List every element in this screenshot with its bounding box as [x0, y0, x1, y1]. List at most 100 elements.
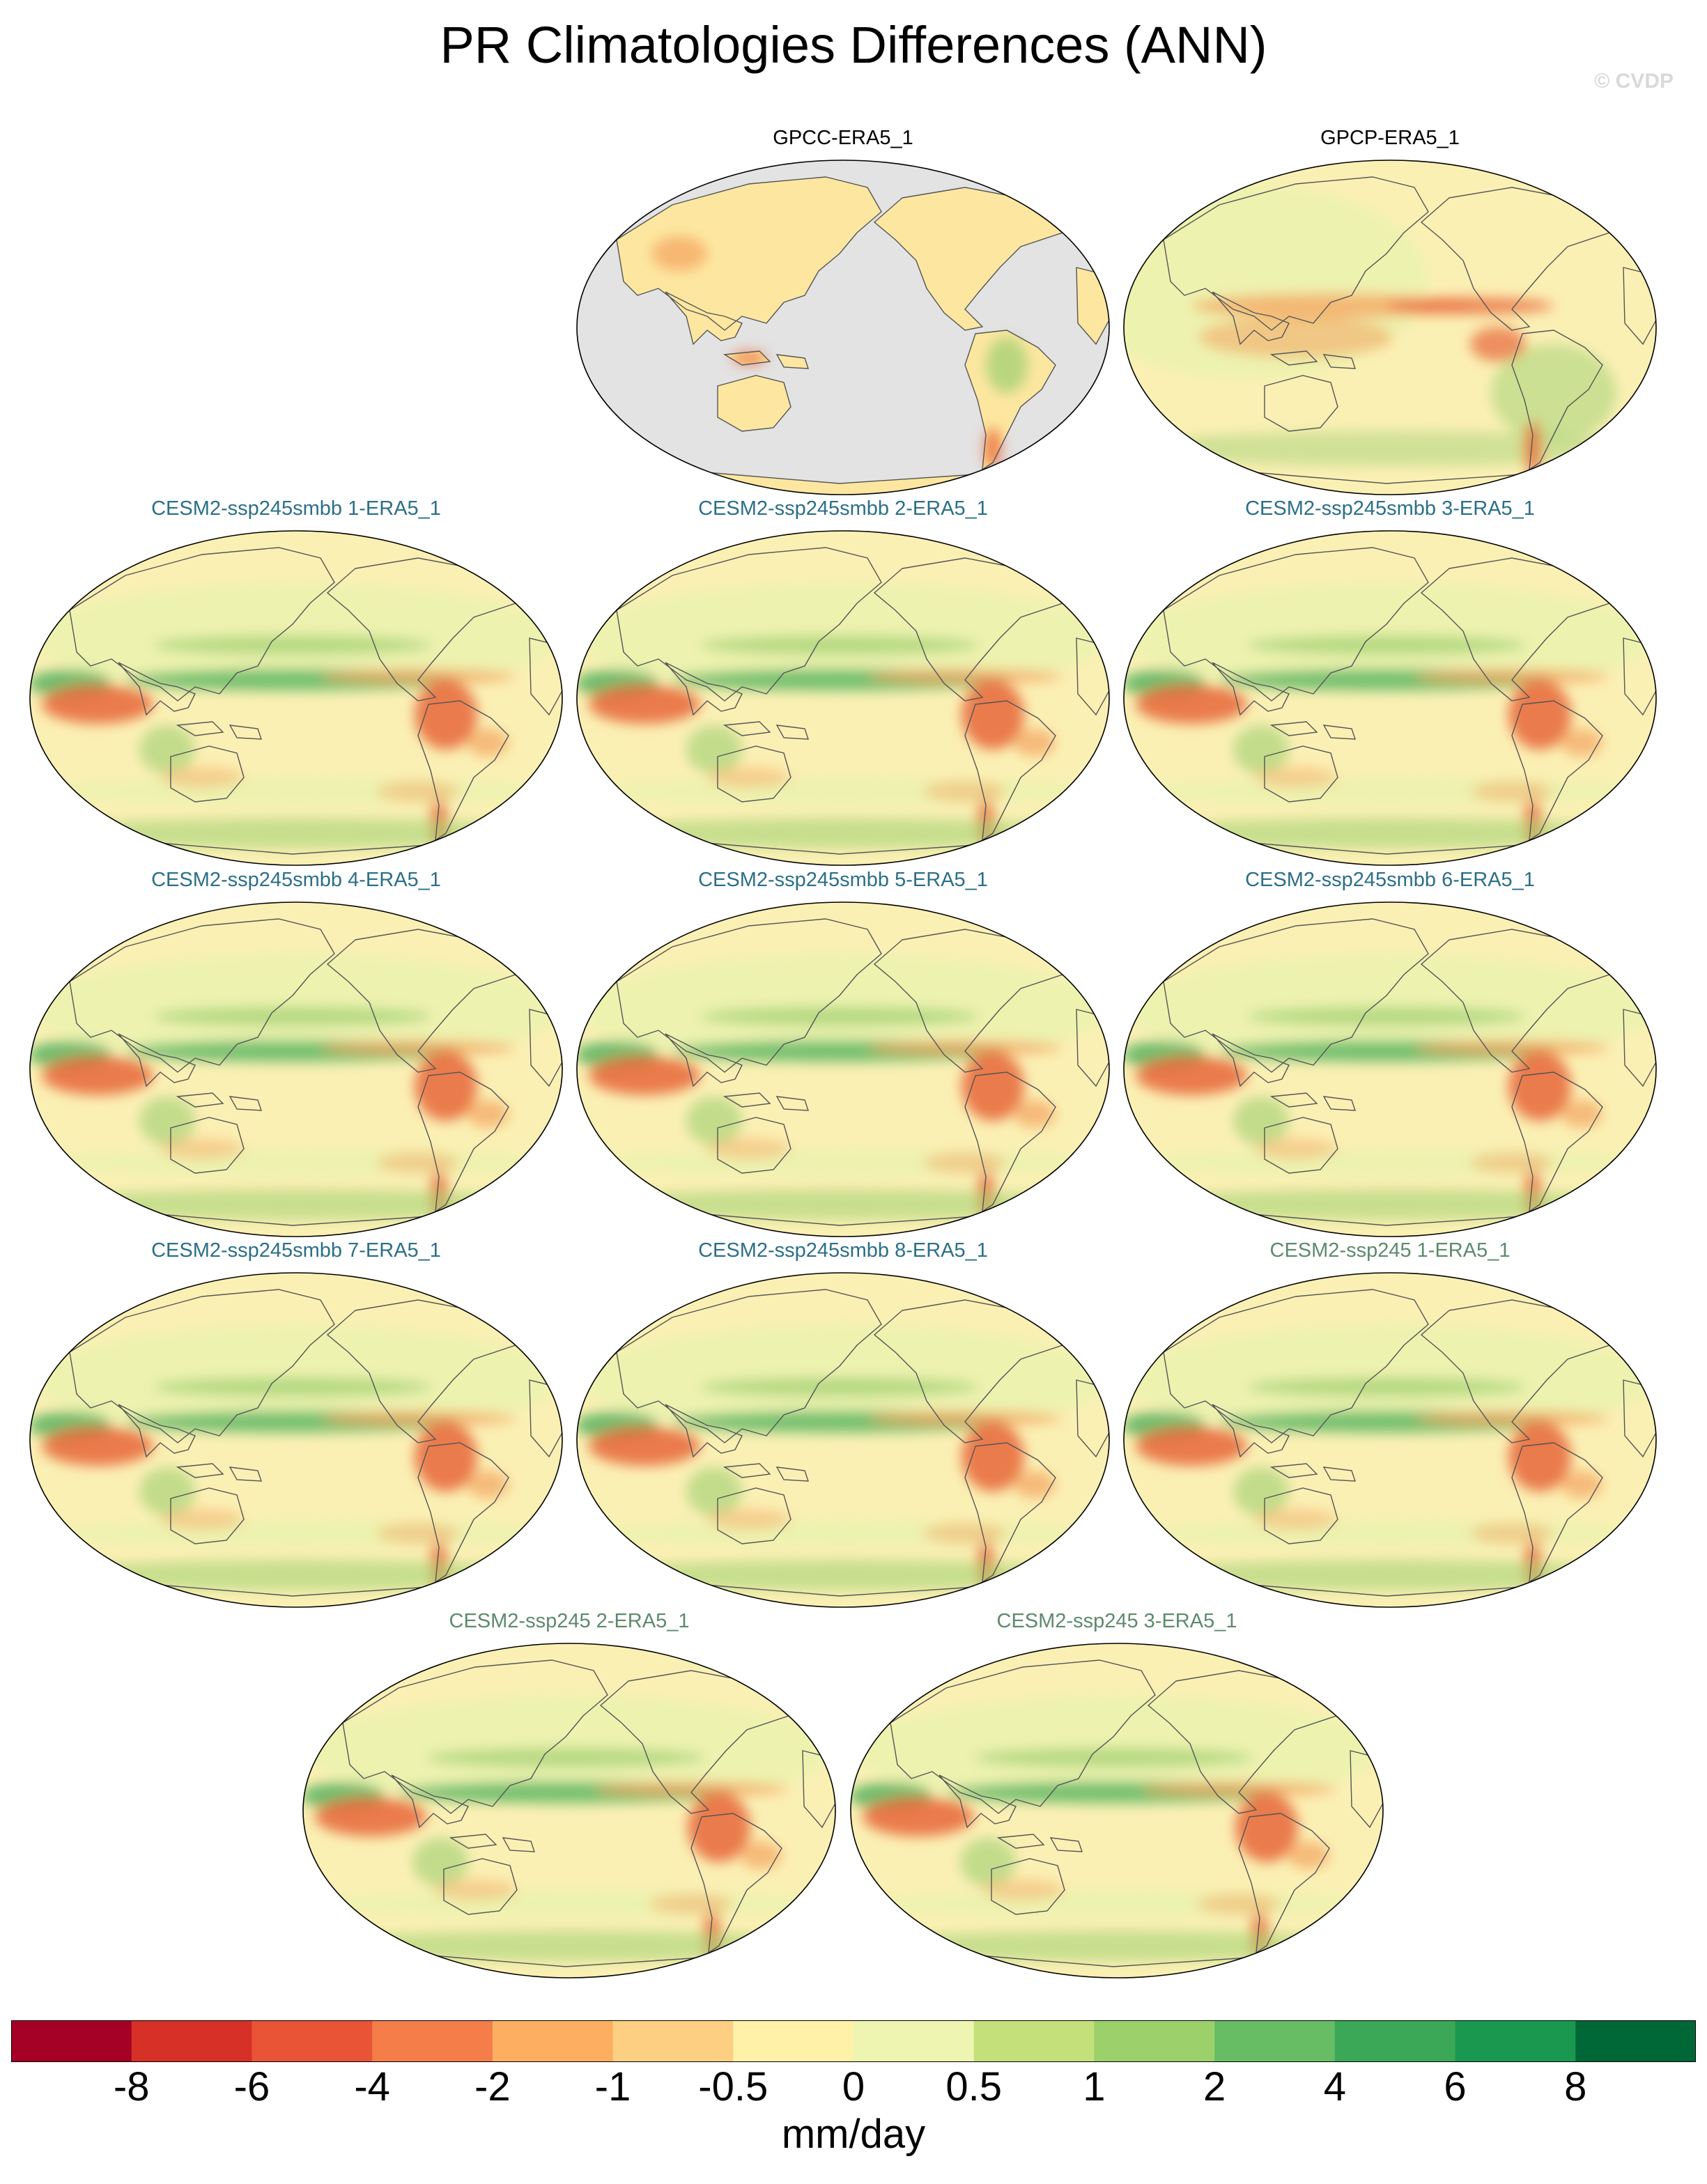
colorbar-segment — [1575, 2020, 1696, 2062]
coastline — [1322, 1096, 1356, 1111]
colorbar-tick-label: -4 — [354, 2064, 390, 2109]
map-panel: CESM2-ssp245smbb 2-ERA5_1 — [575, 495, 1111, 871]
colorbar-segment — [1455, 2020, 1576, 2062]
coastline — [1163, 176, 1429, 331]
map-border — [29, 901, 563, 1237]
map-panel-title: CESM2-ssp245smbb 1-ERA5_1 — [151, 497, 441, 520]
coastline — [1264, 1487, 1338, 1544]
coastline — [229, 725, 262, 740]
map-border — [1123, 901, 1657, 1237]
colorbar-segment — [973, 2020, 1095, 2062]
map-panel-title: CESM2-ssp245smbb 8-ERA5_1 — [698, 1239, 988, 1262]
coastline — [417, 700, 509, 842]
map-panel-title: CESM2-ssp245smbb 2-ERA5_1 — [698, 497, 988, 520]
map-panel-title: CESM2-ssp245 2-ERA5_1 — [449, 1610, 690, 1632]
global-map — [29, 530, 563, 866]
coastline — [1269, 1092, 1318, 1108]
colorbar-tick-label: -0.5 — [698, 2064, 768, 2109]
coastline — [1269, 1463, 1318, 1478]
coastline — [176, 1092, 224, 1108]
coastline — [991, 1858, 1065, 1915]
coastline — [1264, 745, 1338, 803]
colorbar-tick-label: -6 — [233, 2064, 270, 2109]
coastline — [1511, 1071, 1603, 1213]
coastline — [616, 176, 882, 331]
colorbar — [11, 2020, 1696, 2062]
credit-watermark: © CVDP — [1594, 70, 1674, 93]
colorbar-tick-label: 4 — [1323, 2064, 1346, 2109]
coastline — [775, 354, 809, 369]
map-border — [576, 1272, 1110, 1608]
colorbar-segment — [372, 2020, 493, 2062]
coastline — [964, 1442, 1056, 1583]
land-region — [665, 292, 742, 344]
colorbar-tick-label: 2 — [1203, 2064, 1226, 2109]
map-panel: CESM2-ssp245smbb 5-ERA5_1 — [575, 866, 1111, 1242]
colorbar-segment — [1214, 2020, 1336, 2062]
map-panel: CESM2-ssp245smbb 6-ERA5_1 — [1122, 866, 1658, 1242]
coastline — [775, 725, 809, 740]
global-map — [302, 1643, 836, 1978]
coastline — [1212, 291, 1290, 346]
land-region — [874, 187, 1063, 330]
map-panel-title: CESM2-ssp245smbb 6-ERA5_1 — [1245, 869, 1535, 891]
map-panel: CESM2-ssp245smbb 1-ERA5_1 — [28, 495, 564, 871]
map-border — [29, 530, 563, 866]
colorbar-segment — [854, 2020, 975, 2062]
coastline — [665, 1404, 743, 1458]
global-map — [1123, 160, 1657, 495]
coastline — [1269, 721, 1318, 736]
coastline — [665, 291, 743, 346]
coastline — [723, 350, 771, 366]
coastline — [723, 1092, 771, 1108]
map-border — [1123, 160, 1657, 495]
coastline — [1269, 350, 1318, 366]
map-border — [302, 1643, 836, 1978]
map-panel: CESM2-ssp245smbb 8-ERA5_1 — [575, 1237, 1111, 1613]
map-panel: CESM2-ssp245 3-ERA5_1 — [849, 1607, 1385, 1983]
coastline — [417, 1071, 509, 1213]
map-panel-title: GPCC-ERA5_1 — [773, 127, 913, 149]
coastline — [964, 1071, 1056, 1213]
coastline — [118, 1404, 196, 1458]
map-border — [576, 530, 1110, 866]
map-border — [1123, 530, 1657, 866]
global-map — [29, 1272, 563, 1608]
coastline — [443, 1858, 518, 1915]
map-panel: GPCP-ERA5_1 — [1122, 124, 1658, 500]
coastline — [69, 1289, 335, 1443]
global-map — [576, 1272, 1110, 1608]
coastline — [229, 1466, 262, 1482]
colorbar-outline — [11, 2020, 1696, 2062]
land-region — [777, 355, 808, 369]
colorbar-tick-label: -1 — [594, 2064, 631, 2109]
global-map — [1123, 1272, 1657, 1608]
global-map — [576, 530, 1110, 866]
map-panel: CESM2-ssp245 2-ERA5_1 — [301, 1607, 837, 1983]
map-panel-title: CESM2-ssp245 1-ERA5_1 — [1269, 1239, 1511, 1262]
land-region — [718, 375, 791, 431]
map-panel-title: CESM2-ssp245smbb 3-ERA5_1 — [1245, 497, 1535, 520]
map-panel: CESM2-ssp245smbb 3-ERA5_1 — [1122, 495, 1658, 871]
coastline — [1511, 330, 1603, 471]
coastline — [1264, 375, 1338, 432]
coastline — [616, 547, 882, 702]
coastline — [1264, 1117, 1338, 1174]
coastline — [449, 1834, 497, 1849]
map-panel-title: CESM2-ssp245smbb 7-ERA5_1 — [151, 1239, 441, 1262]
coastline — [616, 918, 882, 1073]
coastline — [69, 918, 335, 1073]
colorbar-segment — [11, 2020, 132, 2062]
map-panel: CESM2-ssp245 1-ERA5_1 — [1122, 1237, 1658, 1613]
coastline — [1238, 1813, 1330, 1954]
coastline — [1511, 700, 1603, 842]
coastline — [417, 1442, 509, 1583]
map-panel: GPCC-ERA5_1 — [575, 124, 1111, 500]
map-border — [576, 160, 1110, 495]
land-region — [617, 177, 881, 330]
coastline — [1212, 662, 1290, 716]
global-map — [29, 901, 563, 1237]
coastline — [391, 1774, 469, 1829]
map-border — [576, 901, 1110, 1237]
global-map — [1123, 901, 1657, 1237]
